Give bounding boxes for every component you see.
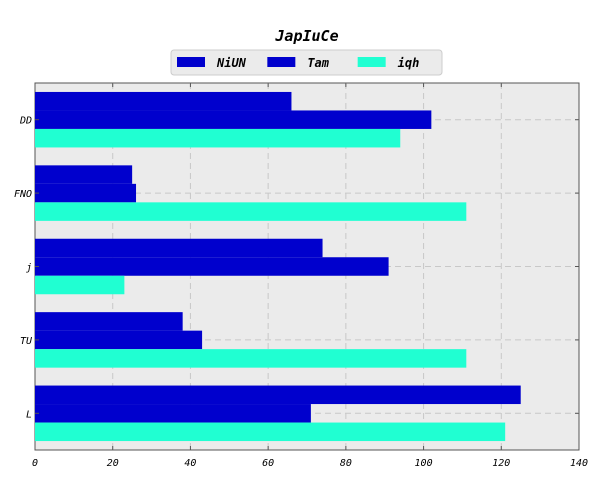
bar-niun-fno <box>35 165 133 184</box>
bar-niun-l <box>35 385 521 405</box>
bars-layer <box>35 91 521 442</box>
y-tick-label: j <box>26 263 32 274</box>
legend-box <box>170 49 443 76</box>
x-tick-label: 20 <box>107 458 119 469</box>
bar-tam-fno <box>35 183 137 203</box>
y-tick-label: DD <box>19 116 32 127</box>
y-tick-label: TU <box>20 336 33 347</box>
legend-label-iqh: iqh <box>398 56 420 70</box>
bar-tam-j <box>35 257 389 276</box>
y-tick-label: FNO <box>14 189 32 200</box>
x-tick-label: 100 <box>415 458 433 469</box>
legend-swatch-iqh <box>357 57 386 67</box>
bar-tam-tu <box>35 330 203 350</box>
x-tick-label: 0 <box>32 458 38 469</box>
bar-niun-tu <box>35 312 183 331</box>
ticks-layer: 0 20 40 60 80 100 120 140 DD FNO j TU L <box>14 83 588 469</box>
x-tick-label: 80 <box>340 458 352 469</box>
legend-label-tam: Tam <box>307 56 329 70</box>
x-tick-label: 40 <box>184 458 196 469</box>
x-tick-label: 60 <box>262 458 274 469</box>
bar-iqh-tu <box>35 349 467 368</box>
bar-niun-j <box>35 238 323 258</box>
bar-iqh-l <box>35 422 506 442</box>
chart-title: JapIuCe <box>274 27 338 45</box>
bar-iqh-j <box>35 275 125 295</box>
y-tick-label: L <box>26 409 32 420</box>
legend-swatch-tam <box>267 57 296 67</box>
bar-niun-dd <box>35 91 292 111</box>
bar-iqh-dd <box>35 128 401 148</box>
legend-swatch-niun <box>177 57 205 67</box>
x-tick-label: 120 <box>492 458 510 469</box>
bar-tam-dd <box>35 110 432 129</box>
bar-tam-l <box>35 404 311 423</box>
legend-label-niun: NiUN <box>216 56 247 70</box>
legend: NiUN Tam iqh <box>170 49 443 76</box>
x-tick-label: 140 <box>570 458 588 469</box>
bar-iqh-fno <box>35 202 467 221</box>
